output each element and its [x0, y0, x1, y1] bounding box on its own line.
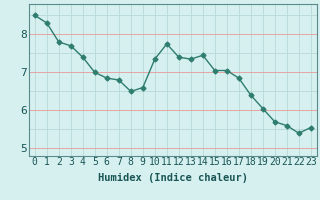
X-axis label: Humidex (Indice chaleur): Humidex (Indice chaleur) [98, 173, 248, 183]
